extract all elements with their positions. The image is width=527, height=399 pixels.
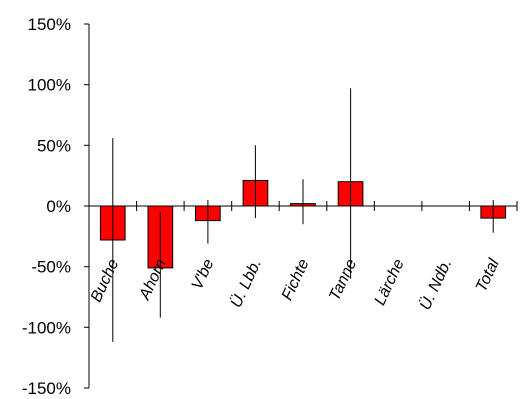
axes-group bbox=[84, 23, 518, 389]
x-tick-label-0: Buche bbox=[88, 256, 123, 304]
x-tick-label-8: Total bbox=[473, 256, 503, 294]
y-tick-label-0: 150% bbox=[28, 15, 71, 34]
y-tick-label-4: -50% bbox=[31, 258, 71, 277]
x-tick-label-1: Ahorn bbox=[136, 256, 170, 303]
x-tick-label-6: Lärche bbox=[372, 256, 408, 308]
y-tick-label-2: 50% bbox=[37, 136, 71, 155]
x-tick-label-5: Tanne bbox=[326, 256, 360, 303]
y-tick-labels-group: 150% 100% 50% 0% -50% -100% -150% bbox=[22, 15, 71, 398]
y-tick-label-5: -100% bbox=[22, 318, 71, 337]
y-tick-label-3: 0% bbox=[46, 197, 71, 216]
x-tick-label-4: Fichte bbox=[279, 256, 313, 303]
x-tick-label-3: Ü. Lbb. bbox=[227, 256, 265, 310]
x-tick-label-2: V'be bbox=[189, 256, 218, 292]
x-tick-labels-group: Buche Ahorn V'be Ü. Lbb. Fichte Tanne Lärche Ü.… bbox=[88, 256, 503, 313]
x-tick-label-7: Ü. Ndb. bbox=[416, 256, 455, 313]
y-tick-label-6: -150% bbox=[22, 379, 71, 394]
y-tick-label-1: 100% bbox=[28, 76, 71, 95]
